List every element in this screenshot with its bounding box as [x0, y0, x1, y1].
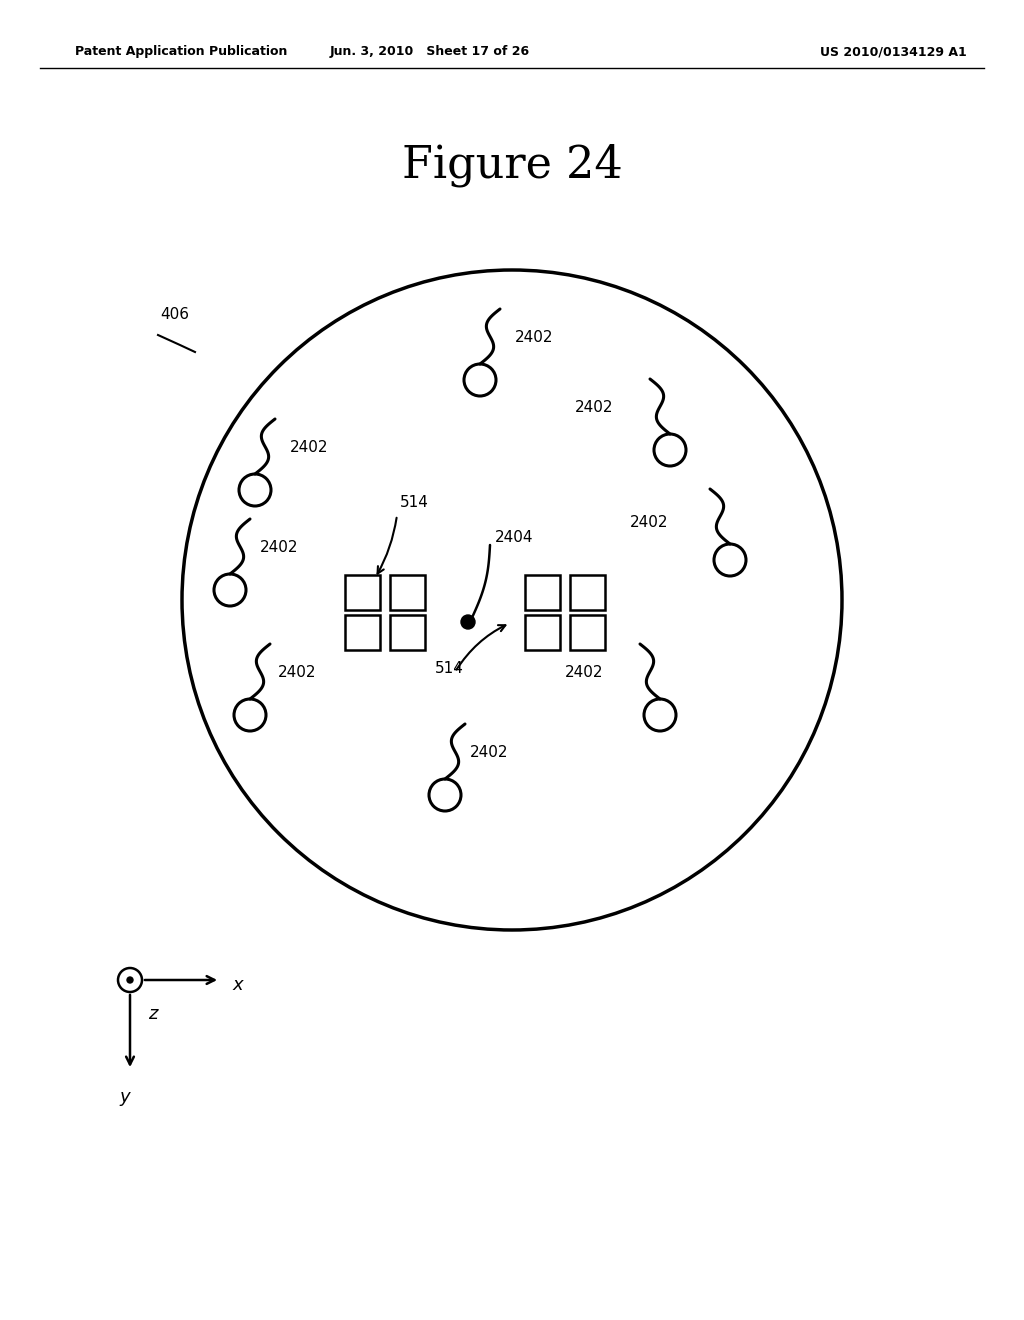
- Text: Figure 24: Figure 24: [401, 144, 623, 186]
- Text: 2402: 2402: [515, 330, 554, 345]
- Circle shape: [461, 615, 475, 630]
- Bar: [390, 615, 425, 649]
- Bar: [570, 576, 605, 610]
- Text: 2402: 2402: [630, 515, 669, 531]
- Bar: [525, 576, 560, 610]
- Text: 2402: 2402: [260, 540, 299, 554]
- Text: Patent Application Publication: Patent Application Publication: [75, 45, 288, 58]
- Text: US 2010/0134129 A1: US 2010/0134129 A1: [820, 45, 967, 58]
- Text: z: z: [148, 1005, 158, 1023]
- Bar: [570, 615, 605, 649]
- Bar: [390, 576, 425, 610]
- Text: 2404: 2404: [495, 531, 534, 545]
- Text: 2402: 2402: [565, 665, 603, 680]
- Text: y: y: [120, 1088, 130, 1106]
- Circle shape: [127, 977, 133, 983]
- Bar: [525, 615, 560, 649]
- Text: 406: 406: [160, 308, 189, 322]
- Text: 514: 514: [435, 661, 464, 676]
- Bar: [345, 615, 380, 649]
- Text: 2402: 2402: [575, 400, 613, 414]
- Text: 2402: 2402: [470, 744, 509, 760]
- Text: 514: 514: [400, 495, 429, 510]
- Text: Jun. 3, 2010   Sheet 17 of 26: Jun. 3, 2010 Sheet 17 of 26: [330, 45, 530, 58]
- Bar: [345, 576, 380, 610]
- Text: 2402: 2402: [278, 665, 316, 680]
- Text: x: x: [232, 975, 243, 994]
- Text: 2402: 2402: [290, 440, 329, 455]
